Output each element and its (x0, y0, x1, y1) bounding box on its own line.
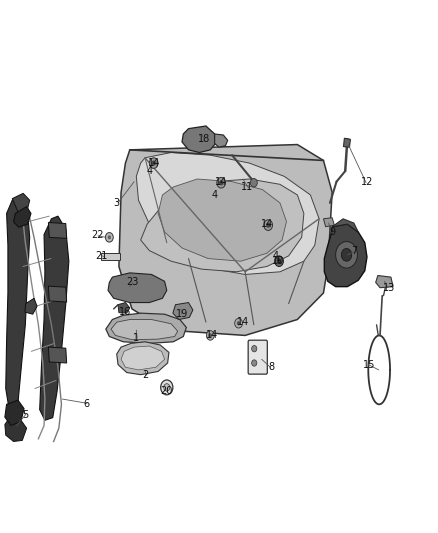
Circle shape (252, 345, 257, 352)
Polygon shape (111, 319, 178, 340)
Text: 21: 21 (95, 251, 108, 261)
Polygon shape (48, 286, 67, 302)
Text: 14: 14 (261, 219, 273, 229)
Text: 7: 7 (351, 246, 357, 256)
Circle shape (217, 177, 226, 188)
Polygon shape (118, 303, 130, 313)
Polygon shape (324, 224, 367, 287)
Circle shape (235, 318, 243, 328)
Text: 18: 18 (198, 134, 210, 144)
Polygon shape (48, 222, 67, 238)
Polygon shape (119, 144, 332, 335)
Text: 4: 4 (146, 166, 152, 176)
Circle shape (108, 235, 111, 239)
Polygon shape (121, 346, 165, 370)
Text: 14: 14 (237, 317, 249, 327)
Text: 4: 4 (272, 251, 279, 261)
Circle shape (152, 160, 156, 166)
Polygon shape (136, 152, 319, 274)
Bar (102, 253, 120, 260)
Text: 19: 19 (176, 309, 188, 319)
Circle shape (149, 158, 158, 168)
Polygon shape (376, 276, 393, 288)
Circle shape (161, 380, 173, 395)
Text: 11: 11 (241, 182, 254, 192)
Polygon shape (40, 216, 69, 420)
Polygon shape (6, 198, 30, 418)
Text: 9: 9 (329, 227, 335, 237)
Polygon shape (323, 217, 334, 227)
Text: 15: 15 (363, 360, 375, 369)
Polygon shape (158, 179, 286, 261)
Text: 14: 14 (148, 158, 160, 168)
Text: 2: 2 (142, 370, 148, 380)
Polygon shape (106, 313, 186, 343)
Text: 5: 5 (22, 410, 28, 420)
Polygon shape (141, 179, 304, 272)
Circle shape (266, 222, 270, 228)
Text: 4: 4 (212, 190, 218, 200)
Text: 16: 16 (119, 306, 131, 317)
Text: 3: 3 (113, 198, 120, 208)
Circle shape (275, 256, 283, 266)
Circle shape (237, 321, 240, 325)
Polygon shape (14, 207, 31, 227)
Text: 20: 20 (161, 386, 173, 396)
Polygon shape (343, 138, 350, 147)
Text: 14: 14 (215, 176, 227, 187)
Circle shape (341, 248, 352, 261)
Circle shape (264, 220, 272, 230)
Circle shape (206, 330, 214, 340)
Circle shape (251, 179, 257, 187)
Text: 10: 10 (272, 256, 284, 266)
Polygon shape (12, 193, 30, 214)
Text: 22: 22 (91, 230, 103, 240)
FancyBboxPatch shape (248, 340, 267, 374)
Polygon shape (25, 298, 37, 314)
Text: 1: 1 (133, 333, 139, 343)
Polygon shape (332, 219, 358, 232)
Circle shape (106, 232, 113, 242)
Polygon shape (117, 342, 169, 375)
Polygon shape (215, 134, 228, 147)
Polygon shape (5, 417, 27, 441)
Text: 23: 23 (126, 277, 138, 287)
Circle shape (208, 333, 212, 337)
Polygon shape (182, 126, 217, 152)
Polygon shape (108, 273, 167, 303)
Polygon shape (48, 347, 67, 363)
Circle shape (277, 259, 281, 264)
Text: 13: 13 (383, 282, 395, 293)
Text: 12: 12 (361, 176, 373, 187)
Text: 6: 6 (83, 399, 89, 409)
Circle shape (336, 241, 357, 268)
Text: 14: 14 (206, 330, 219, 341)
Text: 8: 8 (268, 362, 274, 372)
Circle shape (164, 384, 170, 391)
Polygon shape (5, 400, 24, 425)
Polygon shape (173, 303, 193, 319)
Circle shape (219, 180, 223, 185)
Circle shape (252, 360, 257, 366)
